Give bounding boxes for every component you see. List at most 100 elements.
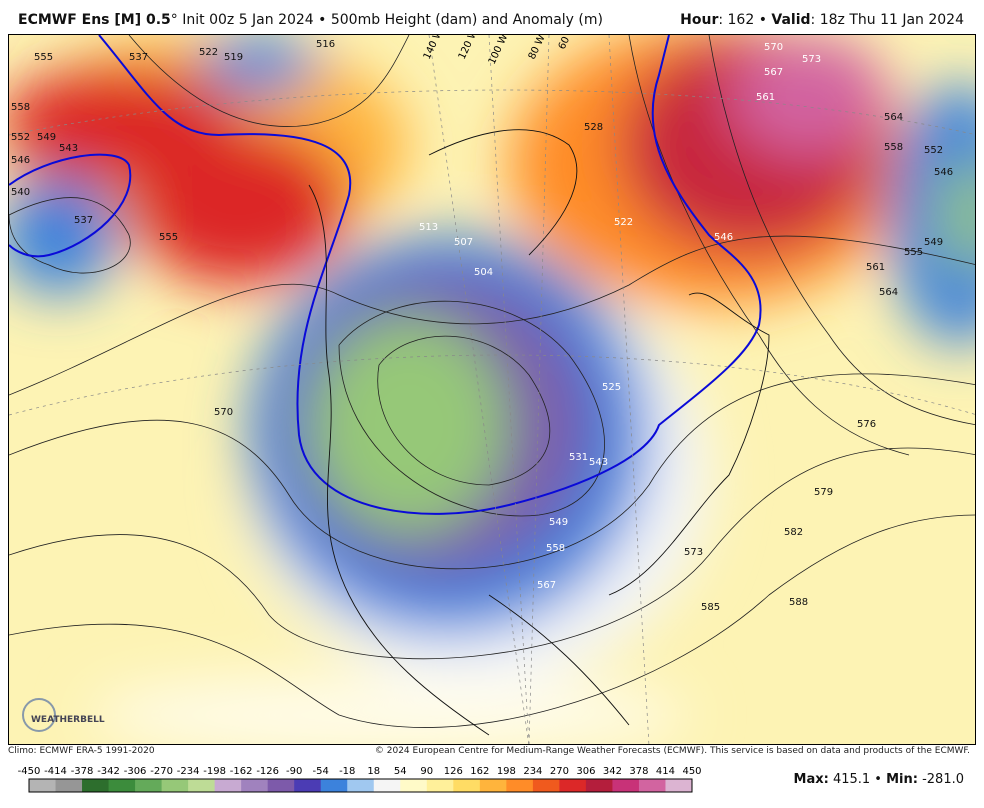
colorbar-tick-label: -126 (256, 766, 279, 777)
colorbar-tick-label: -234 (177, 766, 200, 777)
colorbar-swatch (532, 779, 560, 792)
contour-label: 564 (879, 287, 898, 298)
colorbar-tick-label: 162 (470, 766, 489, 777)
colorbar-swatch (612, 779, 640, 792)
colorbar-swatch (320, 779, 348, 792)
min: -281.0 (917, 772, 964, 787)
colorbar-swatch (188, 779, 216, 792)
colorbar-swatch (214, 779, 242, 792)
init: Init 00z 5 Jan 2024 • 500mb Height (dam)… (182, 12, 603, 28)
contour-label: 564 (884, 112, 903, 123)
min-label: Min: (886, 772, 918, 787)
colorbar-swatch (241, 779, 269, 792)
contour-label: 543 (59, 143, 78, 154)
colorbar-tick-label: -162 (230, 766, 253, 777)
colorbar-tick-label: -378 (71, 766, 94, 777)
contour-label: 549 (549, 517, 568, 528)
contour-label: 573 (802, 54, 821, 65)
colorbar-tick-label: 234 (523, 766, 542, 777)
colorbar-tick-label: -198 (203, 766, 226, 777)
colorbar-tick-label: -414 (44, 766, 67, 777)
colorbar-swatch (665, 779, 693, 792)
colorbar-tick-label: -90 (286, 766, 302, 777)
colorbar-swatch (479, 779, 507, 792)
contour-label: 540 (11, 187, 30, 198)
colorbar-swatch (294, 779, 322, 792)
contour-label: 588 (789, 597, 808, 608)
hour: : 162 • (718, 12, 772, 28)
contour-label: 525 (602, 382, 621, 393)
colorbar-tick-label: -342 (97, 766, 120, 777)
contour-label: 552 (11, 132, 30, 143)
height-contours (9, 35, 975, 728)
contour-label: 570 (764, 42, 783, 53)
contour-label: 558 (11, 102, 30, 113)
contour-label: 573 (684, 547, 703, 558)
colorbar-swatch (585, 779, 613, 792)
header-right: Hour: 162 • Valid: 18z Thu 11 Jan 2024 (680, 12, 964, 28)
contour-label: 549 (37, 132, 56, 143)
contour-label: 543 (589, 457, 608, 468)
model: ECMWF Ens [M] 0.5 (18, 12, 171, 28)
header-left: ECMWF Ens [M] 0.5° Init 00z 5 Jan 2024 •… (18, 12, 603, 28)
hour-label: Hour (680, 12, 719, 28)
coastlines (308, 129, 770, 736)
contour-label: 558 (884, 142, 903, 153)
contour-label: 516 (316, 39, 335, 50)
contour-label: 528 (584, 122, 603, 133)
contour-label: 531 (569, 452, 588, 463)
colorbar-tick-label: -306 (124, 766, 147, 777)
colorbar-border (28, 778, 693, 793)
contour-label: 570 (214, 407, 233, 418)
valid-label: Valid (771, 12, 811, 28)
colorbar-tick-label: 414 (656, 766, 675, 777)
contour-label: 579 (814, 487, 833, 498)
colorbar-swatch (426, 779, 454, 792)
contour-label: 507 (454, 237, 473, 248)
copyright: © 2024 European Centre for Medium-Range … (374, 746, 970, 756)
contour-label: 549 (924, 237, 943, 248)
contour-label: 537 (129, 52, 148, 63)
contour-label: 513 (419, 222, 438, 233)
valid: : 18z Thu 11 Jan 2024 (810, 12, 964, 28)
colorbar-tick-label: -270 (150, 766, 173, 777)
contour-label: 546 (714, 232, 733, 243)
colorbar-swatch (29, 779, 57, 792)
contour-label: 504 (474, 267, 493, 278)
contour-label: 555 (34, 52, 53, 63)
colorbar: -450 -414 -378 -342 -306 -270 -234 -198 -162 -126… (18, 766, 702, 793)
contour-label: 555 (159, 232, 178, 243)
max: 415.1 • (828, 772, 887, 787)
contour-label: 552 (924, 145, 943, 156)
max-label: Max: (793, 772, 829, 787)
graticule (9, 35, 975, 744)
contour-label: 585 (701, 602, 720, 613)
contour-label: 561 (756, 92, 775, 103)
colorbar-tick-label: 378 (629, 766, 648, 777)
contour-label: 567 (537, 580, 556, 591)
contour-label: 582 (784, 527, 803, 538)
colorbar-tick-label: 90 (420, 766, 433, 777)
colorbar-tick-label: 18 (367, 766, 380, 777)
contour-label: 576 (857, 419, 876, 430)
colorbar-swatch (400, 779, 428, 792)
contour-label: 522 (614, 217, 633, 228)
contour-label: 567 (764, 67, 783, 78)
colorbar-tick-label: -18 (339, 766, 355, 777)
colorbar-tick-label: 306 (576, 766, 595, 777)
logo-text: WEATHERBELL (31, 715, 105, 725)
colorbar-swatch (82, 779, 110, 792)
contour-540 (9, 35, 762, 515)
colorbar-tick-label: 54 (394, 766, 407, 777)
colorbar-tick-label: 198 (497, 766, 516, 777)
colorbar-tick-label: 450 (682, 766, 701, 777)
contour-label: 558 (546, 543, 565, 554)
colorbar-swatch (55, 779, 83, 792)
climo: Climo: ECMWF ERA-5 1991-2020 (8, 746, 155, 756)
colorbar-tick-label: -54 (313, 766, 329, 777)
colorbar-swatch (373, 779, 401, 792)
contour-label: 546 (11, 155, 30, 166)
colorbar-swatch (161, 779, 189, 792)
